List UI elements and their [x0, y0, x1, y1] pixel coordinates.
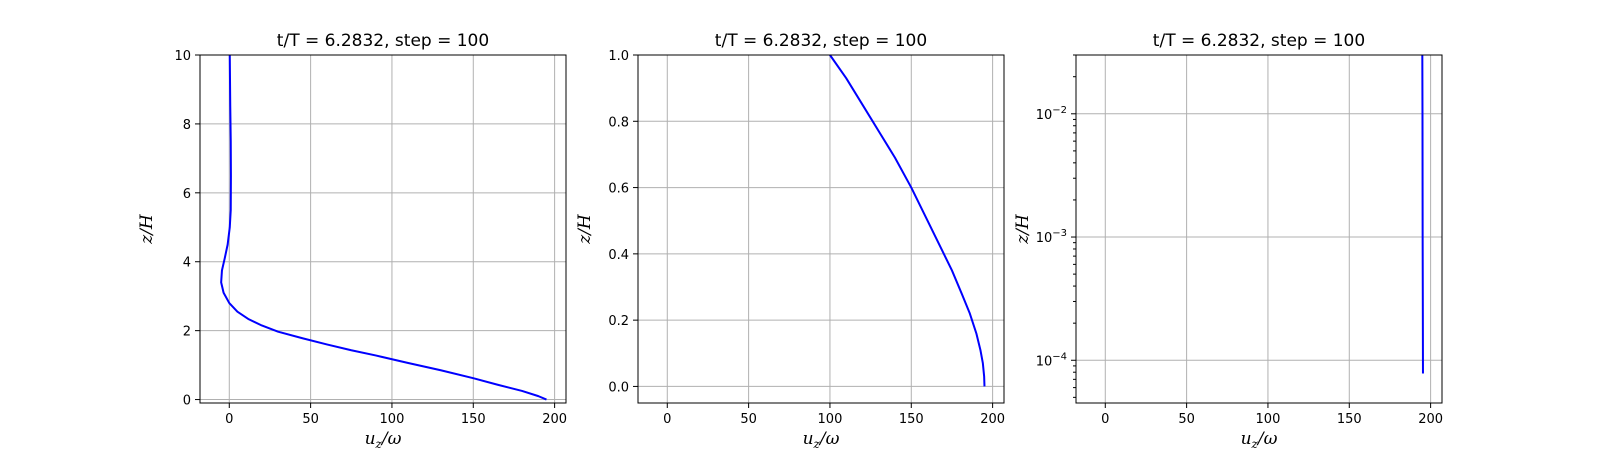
x-tick-label: 0: [225, 412, 233, 427]
y-tick-label: 0: [183, 394, 191, 409]
chart-title: t/T = 6.2832, step = 100: [277, 31, 489, 51]
axes-frame: [199, 54, 567, 404]
y-tick-label: 10−2: [1036, 105, 1067, 123]
y-tick-label: 0.0: [608, 380, 629, 395]
series-line-1: [220, 54, 547, 401]
series-line-1: [1421, 54, 1424, 374]
x-tick-label: 100: [818, 412, 843, 427]
x-tick-label: 50: [302, 412, 319, 427]
y-tick-label: 0.6: [608, 182, 629, 197]
chart-panel-1: 0 50 100 150 200 0 2 4 6 8 10 t/T = 6.2832, step = …: [137, 31, 567, 450]
x-tick-label: 0: [1101, 412, 1109, 427]
x-axis-label: uz/ω: [1241, 429, 1278, 450]
axes-frame: [637, 54, 1005, 404]
x-tick-label: 50: [1178, 412, 1195, 427]
y-tick-label: 10−4: [1036, 351, 1067, 369]
x-axis-label: uz/ω: [803, 429, 840, 450]
x-tick-label: 150: [1337, 412, 1362, 427]
x-tick-label: 150: [899, 412, 924, 427]
y-tick-label: 0.8: [608, 115, 629, 130]
y-tick-label: 2: [183, 325, 191, 340]
y-tick-label: 4: [183, 256, 191, 271]
y-axis-label: z/H: [575, 213, 595, 245]
chart-title: t/T = 6.2832, step = 100: [715, 31, 927, 51]
y-tick-label: 0.4: [608, 248, 629, 263]
chart-title: t/T = 6.2832, step = 100: [1153, 31, 1365, 51]
x-tick-label: 50: [740, 412, 757, 427]
y-tick-label: 6: [183, 187, 191, 202]
x-tick-label: 200: [542, 412, 567, 427]
x-tick-label: 100: [1256, 412, 1281, 427]
y-tick-label: 0.2: [608, 314, 629, 329]
y-tick-label: 1.0: [608, 49, 629, 64]
y-tick-label: 10: [174, 49, 191, 64]
chart-panel-2: 0 50 100 150 200 0.0 0.2 0.4 0.6 0.8 1.0 t/T = 6.28…: [575, 31, 1005, 450]
x-tick-label: 0: [663, 412, 671, 427]
chart-panel-3: 0 50 100 150 200 10−4 10−3 10−2 t/T = 6.2832, st…: [1013, 31, 1443, 450]
y-tick-label: 10−3: [1036, 228, 1067, 246]
series-line-1: [829, 54, 986, 387]
y-tick-label: 8: [183, 118, 191, 133]
x-tick-label: 100: [380, 412, 405, 427]
x-tick-label: 150: [461, 412, 486, 427]
y-axis-label: z/H: [1013, 213, 1033, 245]
y-axis-label: z/H: [137, 213, 157, 245]
x-axis-label: uz/ω: [365, 429, 402, 450]
axes-frame: [1075, 54, 1443, 404]
x-tick-label: 200: [1418, 412, 1443, 427]
x-tick-label: 200: [980, 412, 1005, 427]
